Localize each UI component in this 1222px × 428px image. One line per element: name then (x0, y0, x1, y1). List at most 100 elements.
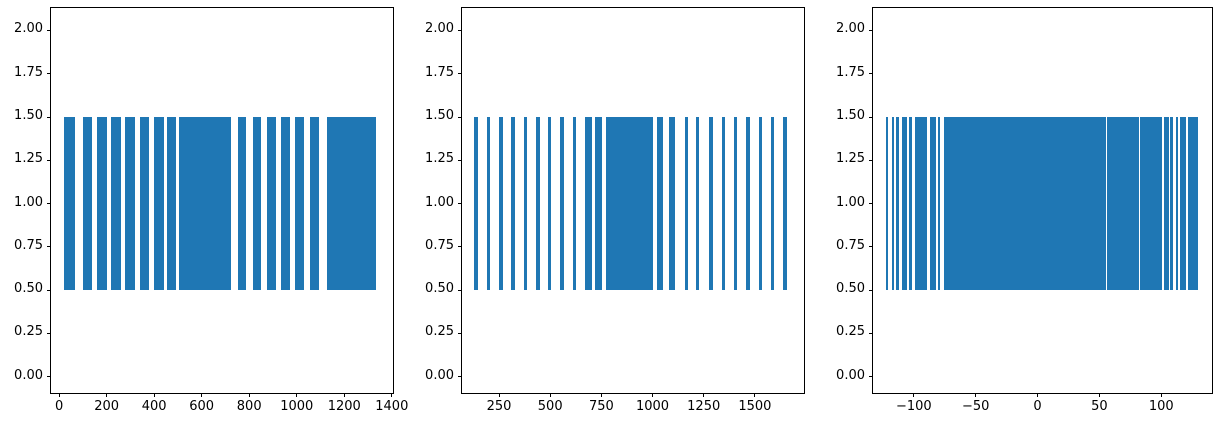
y-axis-tick-label: 1.50 (14, 108, 43, 123)
y-axis-tick-mark (869, 332, 873, 334)
y-axis-tick-mark (458, 332, 462, 334)
event-interval-bar (657, 117, 664, 291)
y-axis-tick-mark (458, 159, 462, 161)
y-axis-tick-mark (47, 246, 51, 248)
event-interval-bar (1170, 117, 1174, 291)
y-axis-tick-mark (47, 376, 51, 378)
y-axis-tick-mark (458, 246, 462, 248)
event-interval-bar (252, 117, 262, 291)
x-axis-tick-label: 400 (141, 399, 167, 414)
x-axis-tick-mark (343, 393, 345, 397)
x-axis-tick-label: 1200 (327, 399, 361, 414)
y-axis-tick-mark (47, 203, 51, 205)
y-axis-tick-label: 0.25 (425, 324, 454, 340)
y-axis-tick-mark (458, 289, 462, 291)
event-interval-bar (548, 117, 552, 291)
x-axis-tick-mark (106, 393, 108, 397)
event-interval-bar (929, 117, 936, 291)
event-interval-bar (524, 117, 528, 291)
x-axis-tick-mark (153, 393, 155, 397)
x-axis-tick-mark (1037, 393, 1039, 397)
x-axis-tick-label: −50 (961, 399, 990, 414)
y-axis-tick-mark (458, 73, 462, 75)
y-axis-tick-label: 2.00 (836, 21, 865, 37)
subplot-right-eventplot: −100 −50 0 50 100 0.00 0.25 0.50 0.75 1.00 1.25 1.5… (836, 7, 1213, 414)
event-interval-bar (511, 117, 515, 291)
y-axis-tick-mark (47, 289, 51, 291)
y-axis-tick-label: 0.25 (14, 324, 43, 340)
event-interval-bar (178, 117, 232, 291)
event-interval-bar (96, 117, 107, 291)
y-axis-tick-label: 1.75 (425, 64, 454, 80)
event-interval-bar (684, 117, 689, 291)
y-axis-tick-label: 2.00 (425, 21, 454, 37)
x-axis-tick-label: 750 (588, 399, 614, 414)
y-axis-tick-label: 1.25 (14, 151, 43, 167)
event-interval-bar (486, 117, 491, 291)
y-axis-tick-mark (869, 203, 873, 205)
event-interval-bar (595, 117, 603, 291)
x-axis-tick-label: 1000 (280, 399, 314, 414)
x-axis-tick-label: 200 (94, 399, 120, 414)
subplot-middle-eventplot: 250 500 750 1000 1250 1500 0.00 0.25 0.50 0.75 1.0… (425, 7, 805, 414)
y-axis-tick-label: 1.25 (836, 151, 865, 167)
x-axis-tick-mark (248, 393, 250, 397)
event-interval-bar (535, 117, 540, 291)
x-axis-tick-label: 1500 (738, 399, 772, 414)
event-interval-bar (914, 117, 927, 291)
event-interval-bar (891, 117, 894, 291)
x-axis-tick-label: 1400 (375, 399, 409, 414)
x-axis-tick-label: 0 (54, 399, 64, 414)
event-interval-bar (709, 117, 714, 291)
event-interval-bar (326, 117, 377, 291)
y-axis-tick-label: 0.75 (14, 237, 43, 253)
x-axis-tick-mark (498, 393, 500, 397)
y-axis-tick-label: 0.75 (425, 237, 454, 253)
y-axis-tick-mark (869, 116, 873, 118)
event-interval-bar (668, 117, 676, 291)
x-axis-tick-label: 1250 (687, 399, 721, 414)
y-axis-tick-label: 0.00 (14, 367, 43, 383)
event-interval-bar (885, 117, 889, 291)
x-axis-tick-mark (549, 393, 551, 397)
event-interval-bar (758, 117, 763, 291)
x-axis-tick-label: 1000 (635, 399, 670, 414)
x-axis-tick-label: 50 (1091, 399, 1108, 414)
event-interval-bar (943, 117, 1106, 291)
event-interval-bar (783, 117, 787, 291)
y-axis-tick-mark (869, 376, 873, 378)
y-axis-tick-mark (47, 29, 51, 31)
event-interval-bar (734, 117, 738, 291)
event-interval-bar (166, 117, 177, 291)
event-interval-bar (1188, 117, 1199, 291)
y-axis-tick-label: 1.50 (425, 108, 454, 123)
x-axis-tick-mark (975, 393, 977, 397)
y-axis-tick-mark (458, 376, 462, 378)
y-axis-tick-label: 0.00 (836, 367, 865, 383)
y-axis-tick-mark (458, 29, 462, 31)
x-axis-tick-mark (58, 393, 60, 397)
x-axis-tick-mark (703, 393, 705, 397)
event-interval-bar (909, 117, 912, 291)
x-axis-tick-mark (600, 393, 602, 397)
y-axis-tick-label: 0.00 (425, 367, 454, 383)
y-axis-tick-label: 0.50 (425, 281, 454, 297)
event-interval-bar (746, 117, 750, 291)
x-axis-tick-mark (201, 393, 203, 397)
y-axis-tick-label: 0.50 (14, 281, 43, 297)
event-interval-bar (606, 117, 653, 291)
x-axis-tick-mark (1160, 393, 1162, 397)
event-interval-bar (1107, 117, 1139, 291)
subplot-left-eventplot: 0 200 400 600 800 1000 1200 1400 0.00 0.25 0.50 0.7… (14, 7, 408, 414)
y-axis-tick-label: 1.00 (14, 194, 43, 210)
event-interval-bar (1163, 117, 1169, 291)
x-axis-tick-mark (296, 393, 298, 397)
x-axis-tick-label: 800 (236, 399, 262, 414)
y-axis-tick-mark (458, 203, 462, 205)
event-interval-bar (153, 117, 165, 291)
x-axis-tick-mark (754, 393, 756, 397)
event-interval-bar (721, 117, 725, 291)
y-axis-tick-label: 0.25 (836, 324, 865, 340)
y-axis-tick-mark (458, 116, 462, 118)
